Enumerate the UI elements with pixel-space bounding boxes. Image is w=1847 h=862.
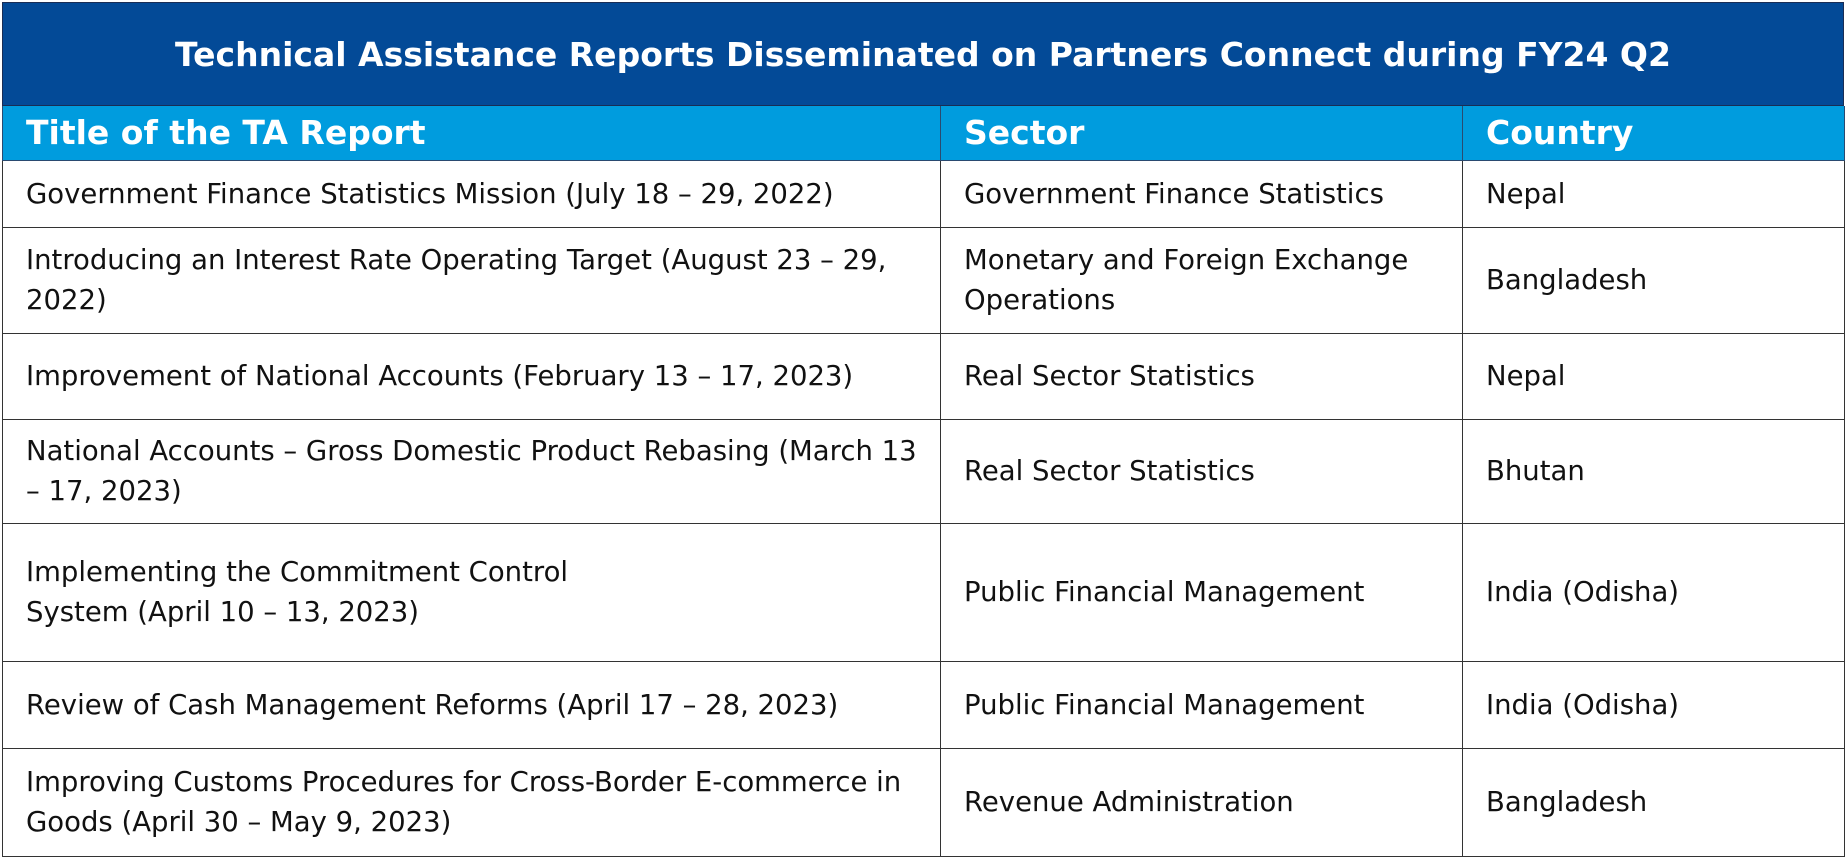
country-cell: Nepal	[1462, 332, 1845, 420]
sector-cell: Real Sector Statistics	[940, 418, 1463, 524]
country-cell: India (Odisha)	[1462, 522, 1845, 662]
table-row: Government Finance Statistics Mission (J…	[2, 159, 1845, 228]
sector-cell: Real Sector Statistics	[940, 332, 1463, 420]
column-header-title: Title of the TA Report	[2, 106, 941, 161]
table-row: Introducing an Interest Rate Operating T…	[2, 226, 1845, 334]
sector-cell: Revenue Administration	[940, 747, 1463, 857]
header-row: Title of the TA Report Sector Country	[2, 106, 1845, 161]
country-cell: Bhutan	[1462, 418, 1845, 524]
sector-cell: Public Financial Management	[940, 522, 1463, 662]
sector-cell: Public Financial Management	[940, 660, 1463, 749]
sector-cell: Government Finance Statistics	[940, 159, 1463, 228]
country-cell: Bangladesh	[1462, 226, 1845, 334]
country-cell: Nepal	[1462, 159, 1845, 228]
table-row: Improvement of National Accounts (Februa…	[2, 332, 1845, 420]
table-row: Review of Cash Management Reforms (April…	[2, 660, 1845, 749]
sector-cell: Monetary and Foreign Exchange Operations	[940, 226, 1463, 334]
report-title-cell: Implementing the Commitment Control Syst…	[2, 522, 941, 662]
column-header-country: Country	[1462, 106, 1845, 161]
report-title-cell: National Accounts – Gross Domestic Produ…	[2, 418, 941, 524]
table-title: Technical Assistance Reports Disseminate…	[2, 2, 1844, 106]
report-title-cell: Improving Customs Procedures for Cross-B…	[2, 747, 941, 857]
country-cell: Bangladesh	[1462, 747, 1845, 857]
column-header-sector: Sector	[940, 106, 1463, 161]
report-title-cell: Government Finance Statistics Mission (J…	[2, 159, 941, 228]
report-title-cell: Introducing an Interest Rate Operating T…	[2, 226, 941, 334]
table-row: Improving Customs Procedures for Cross-B…	[2, 747, 1845, 857]
ta-reports-table: Title of the TA Report Sector Country Go…	[2, 106, 1845, 857]
report-title-cell: Improvement of National Accounts (Februa…	[2, 332, 941, 420]
report-title-cell: Review of Cash Management Reforms (April…	[2, 660, 941, 749]
table-row: National Accounts – Gross Domestic Produ…	[2, 418, 1845, 524]
country-cell: India (Odisha)	[1462, 660, 1845, 749]
table-row: Implementing the Commitment Control Syst…	[2, 522, 1845, 662]
